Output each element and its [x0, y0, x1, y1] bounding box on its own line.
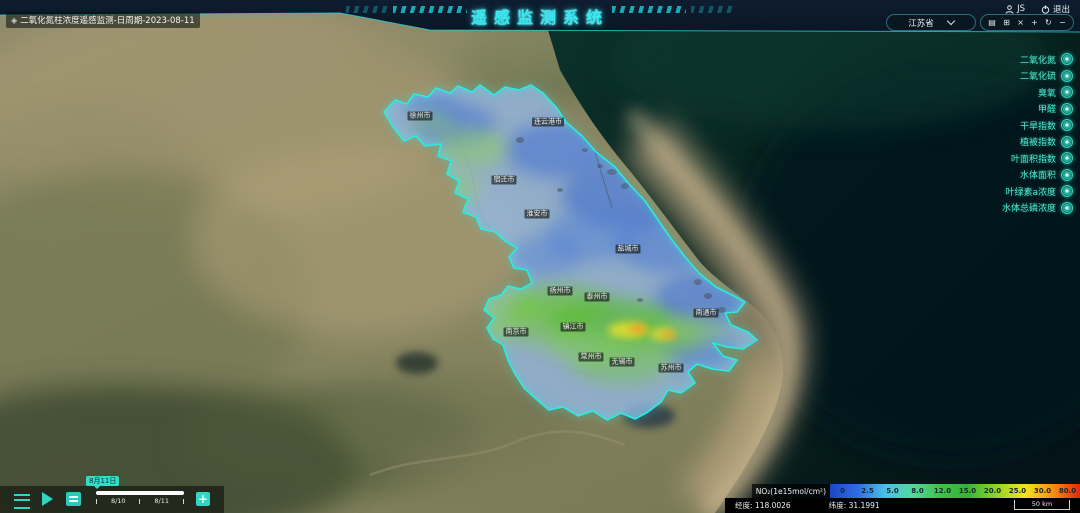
timeline-slider[interactable]	[96, 491, 184, 495]
map-toolbar: ▤ ⊞ × + ↻ −	[980, 14, 1074, 31]
scale-bar: 50 km	[1014, 500, 1070, 510]
legend-tick: 5.0	[886, 487, 899, 495]
legend-tick: 25.0	[1008, 487, 1027, 495]
tick-mark	[182, 498, 184, 504]
legend-gradient: 0 2.5 5.0 8.0 12.0 15.0 20.0 25.0 30.0 80.0	[830, 484, 1080, 498]
latitude-readout: 纬度: 31.1991	[828, 501, 880, 510]
sidebar-item-water-area[interactable]: 水体面积	[1002, 168, 1073, 181]
playback-bar: 8月11日 8/10 8/11 +	[0, 476, 224, 513]
user-label: JS	[1017, 4, 1025, 14]
legend-tick: 80.0	[1058, 487, 1077, 495]
legend: NO₂(1e15mol/cm²) 0 2.5 5.0 8.0 12.0 15.0 20.0 2…	[751, 484, 1080, 498]
legend-tick: 8.0	[911, 487, 924, 495]
layer-toggle-icon	[1061, 135, 1073, 148]
layer-panel: 二氧化氮 二氧化硫 臭氧 甲醛 干旱指数 植被指数 叶面积指数 水体面积 叶绿素…	[1002, 53, 1073, 214]
user-icon	[1005, 4, 1014, 14]
play-button[interactable]	[42, 492, 53, 506]
layer-toggle-icon	[1061, 168, 1073, 181]
sidebar-item-total-phosphorus[interactable]: 水体总磷浓度	[1002, 201, 1073, 214]
tick-mark	[96, 498, 97, 504]
legend-tick: 20.0	[983, 487, 1002, 495]
layer-toggle-icon	[1061, 119, 1073, 132]
sidebar-item-so2[interactable]: 二氧化硫	[1002, 69, 1073, 82]
add-date-button[interactable]: +	[196, 492, 210, 506]
legend-tick: 30.0	[1033, 487, 1052, 495]
layer-toggle-icon	[1061, 102, 1073, 115]
timeline-tooltip: 8月11日	[86, 476, 120, 490]
sidebar-item-chlorophyll-a[interactable]: 叶绿素a浓度	[1002, 185, 1073, 198]
user-account-button[interactable]: JS	[1005, 4, 1025, 14]
sidebar-item-vegetation-index[interactable]: 植被指数	[1002, 135, 1073, 148]
layer-toggle-icon	[1061, 53, 1073, 66]
layer-toggle-icon	[1061, 201, 1073, 214]
province-select[interactable]: 江苏省	[886, 14, 976, 31]
timeline-ticks: 8/10 8/11	[96, 498, 184, 505]
sidebar-item-no2[interactable]: 二氧化氮	[1002, 53, 1073, 66]
layer-title-badge: ◈ 二氧化氮柱浓度遥感监测-日周期-2023-08-11	[6, 12, 200, 28]
legend-tick: 12.0	[933, 487, 952, 495]
layers-tool-button[interactable]: ▤	[988, 18, 996, 27]
sidebar-item-o3[interactable]: 臭氧	[1002, 86, 1073, 99]
timeline: 8/10 8/11	[96, 491, 184, 505]
legend-tick: 2.5	[861, 487, 874, 495]
menu-button[interactable]	[14, 494, 30, 509]
province-selected-value: 江苏省	[908, 18, 934, 29]
zoom-in-button[interactable]: +	[1031, 18, 1038, 27]
reset-view-button[interactable]: ↻	[1045, 18, 1052, 27]
sidebar-item-leaf-area-index[interactable]: 叶面积指数	[1002, 152, 1073, 165]
tick-mark	[139, 498, 141, 504]
longitude-readout: 经度: 118.0026	[735, 501, 791, 510]
layer-toggle-icon	[1061, 86, 1073, 99]
fullscreen-tool-button[interactable]: ×	[1017, 18, 1024, 27]
legend-title: NO₂(1e15mol/cm²)	[751, 484, 830, 498]
zoom-out-button[interactable]: −	[1058, 18, 1066, 27]
status-bar: 经度: 118.0026 纬度: 31.1991 50 km	[725, 498, 1080, 513]
layer-toggle-icon	[1061, 69, 1073, 82]
legend-tick: 0	[840, 487, 845, 495]
layer-toggle-icon	[1061, 185, 1073, 198]
sidebar-item-formaldehyde[interactable]: 甲醛	[1002, 102, 1073, 115]
legend-tick: 15.0	[958, 487, 977, 495]
pause-button[interactable]	[66, 492, 81, 506]
power-icon	[1041, 5, 1050, 14]
layer-toggle-icon	[1061, 152, 1073, 165]
sidebar-item-drought-index[interactable]: 干旱指数	[1002, 119, 1073, 132]
timeline-tick-label: 8/11	[154, 497, 170, 505]
timeline-tick-label: 8/10	[110, 497, 126, 505]
layer-badge-icon: ◈	[11, 15, 18, 25]
chevron-down-icon	[946, 16, 955, 26]
layer-title-text: 二氧化氮柱浓度遥感监测-日周期-2023-08-11	[20, 16, 195, 26]
window-tool-button[interactable]: ⊞	[1003, 18, 1010, 27]
